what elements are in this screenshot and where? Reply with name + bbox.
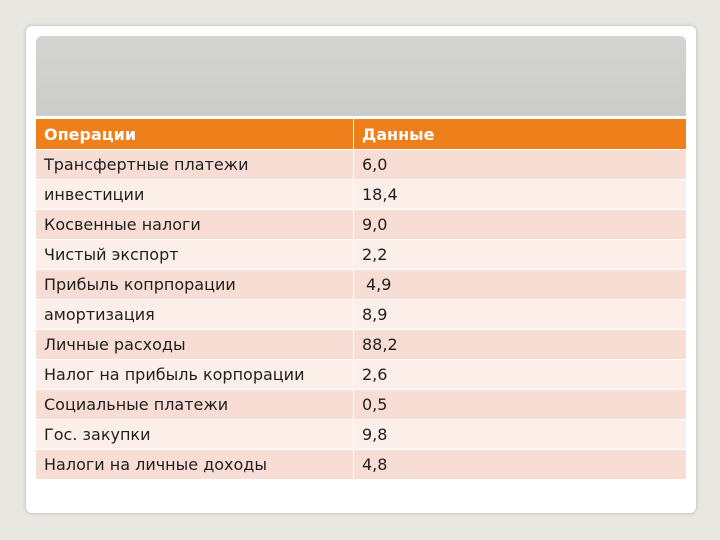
operation-cell: Налог на прибыль корпорации: [35, 359, 354, 390]
table-row: Трансфертные платежи 6,0: [35, 149, 687, 180]
value-cell: 2,2: [353, 239, 687, 270]
table-row: инвестиции 18,4: [35, 179, 687, 210]
table-row: Гос. закупки 9,8: [35, 419, 687, 450]
table-header-row: Операции Данные: [35, 118, 687, 150]
value-cell: 18,4: [353, 179, 687, 210]
operation-cell: Социальные платежи: [35, 389, 354, 420]
table-row: Социальные платежи 0,5: [35, 389, 687, 420]
table-row: Прибыль копрпорации 4,9: [35, 269, 687, 300]
table-row: амортизация 8,9: [35, 299, 687, 330]
slide-title-band: [36, 36, 686, 116]
operation-cell: Косвенные налоги: [35, 209, 354, 240]
table-row: Косвенные налоги 9,0: [35, 209, 687, 240]
operations-table: Операции Данные Трансфертные платежи 6,0…: [35, 118, 687, 480]
table-row: Налоги на личные доходы 4,8: [35, 449, 687, 480]
value-cell: 2,6: [353, 359, 687, 390]
operation-cell: Налоги на личные доходы: [35, 449, 354, 480]
table-row: Налог на прибыль корпорации 2,6: [35, 359, 687, 390]
value-cell: 88,2: [353, 329, 687, 360]
table-row: Личные расходы 88,2: [35, 329, 687, 360]
operation-cell: амортизация: [35, 299, 354, 330]
operation-cell: Чистый экспорт: [35, 239, 354, 270]
operation-cell: Гос. закупки: [35, 419, 354, 450]
header-data: Данные: [353, 118, 687, 150]
value-cell: 6,0: [353, 149, 687, 180]
header-operations: Операции: [35, 118, 354, 150]
table-row: Чистый экспорт 2,2: [35, 239, 687, 270]
operation-cell: инвестиции: [35, 179, 354, 210]
value-cell: 9,0: [353, 209, 687, 240]
value-cell: 4,8: [353, 449, 687, 480]
operation-cell: Личные расходы: [35, 329, 354, 360]
operation-cell: Трансфертные платежи: [35, 149, 354, 180]
value-cell: 9,8: [353, 419, 687, 450]
value-cell: 4,9: [353, 269, 687, 300]
operation-cell: Прибыль копрпорации: [35, 269, 354, 300]
value-cell: 8,9: [353, 299, 687, 330]
value-cell: 0,5: [353, 389, 687, 420]
